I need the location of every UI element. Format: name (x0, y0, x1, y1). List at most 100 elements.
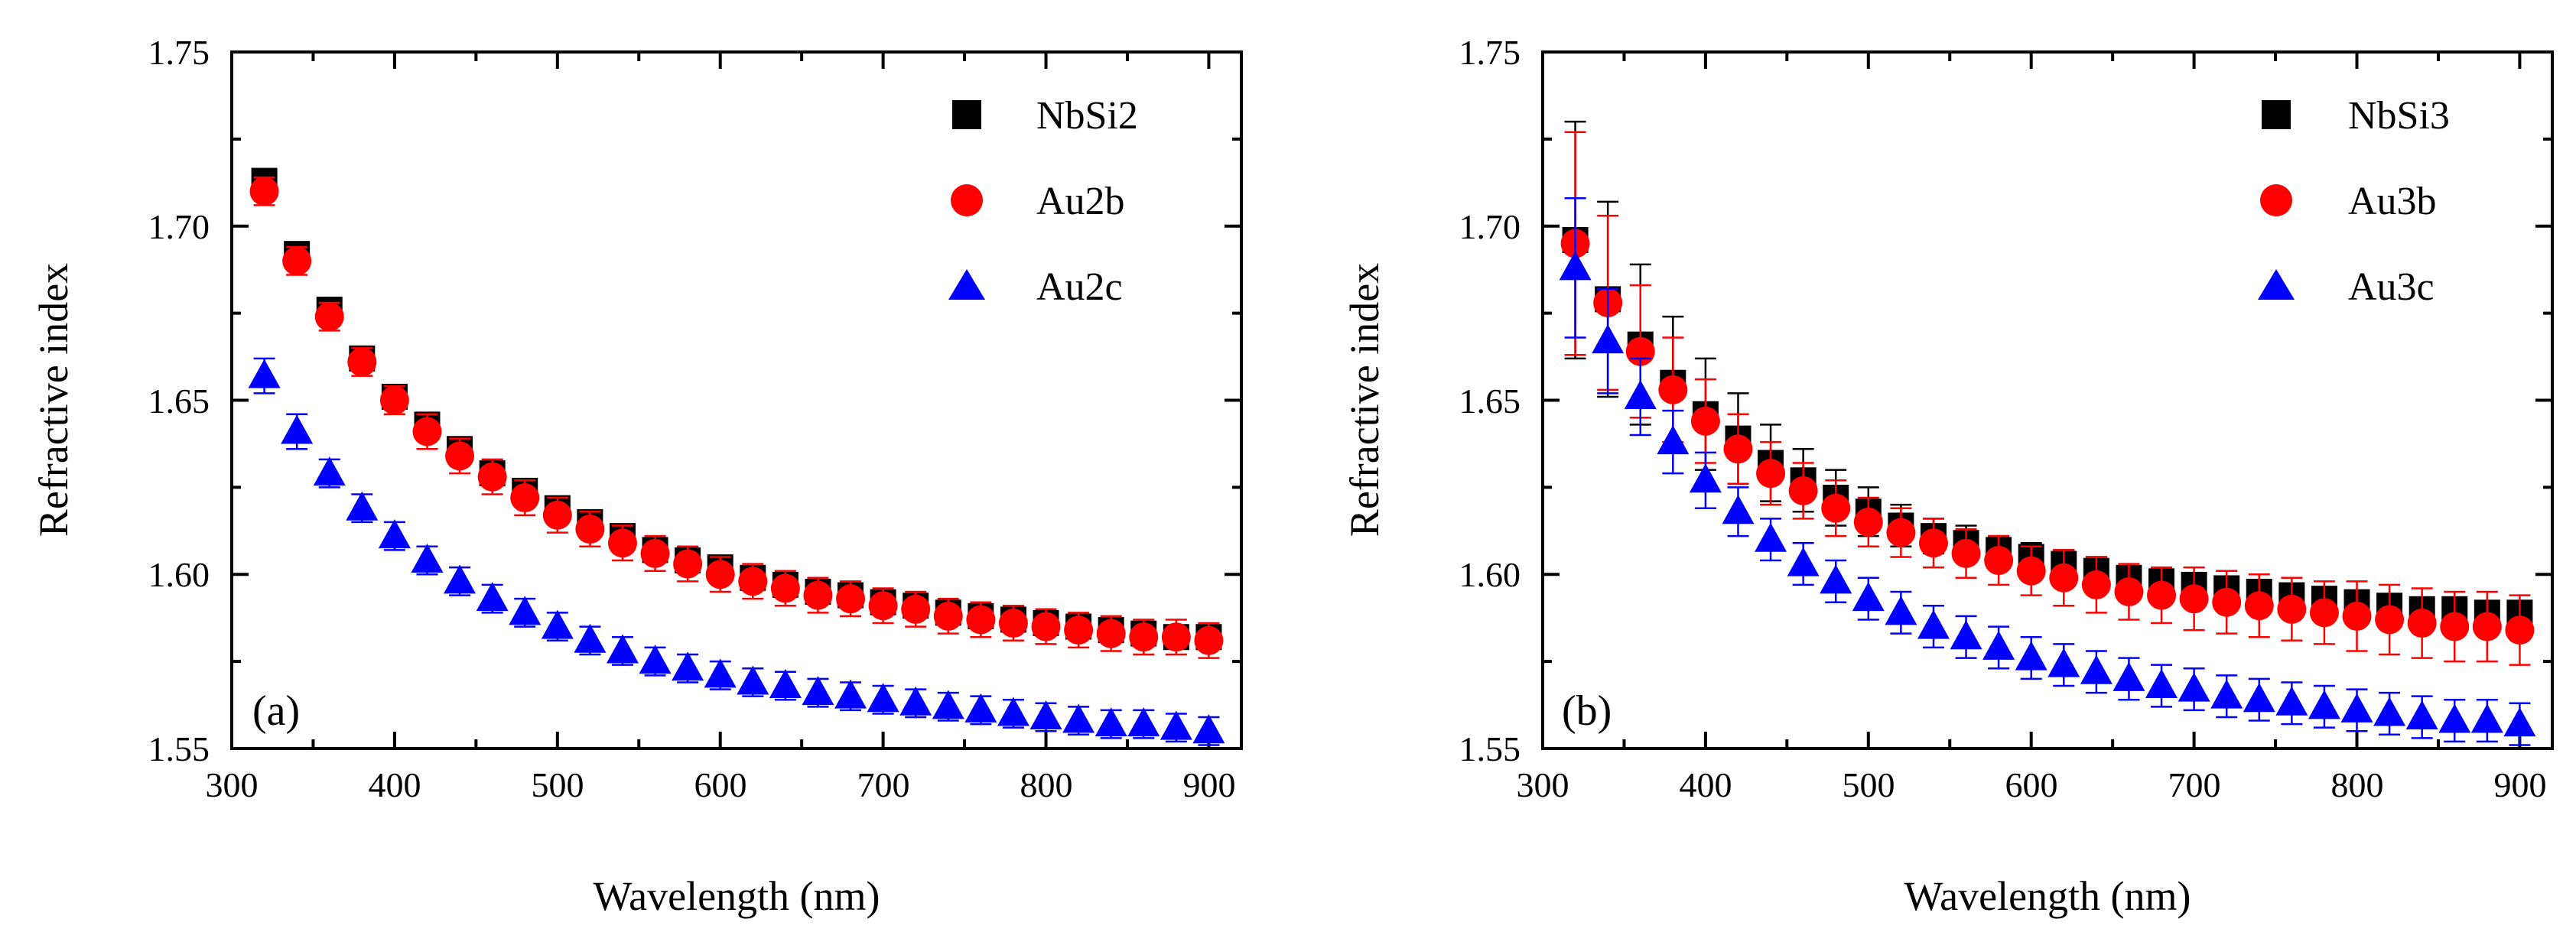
data-point-triangle (411, 544, 444, 573)
x-tick-label: 400 (1680, 765, 1732, 804)
data-point-triangle (378, 519, 411, 549)
data-point-triangle (2275, 686, 2308, 716)
data-point-triangle (281, 414, 314, 444)
data-point-circle (1161, 622, 1191, 652)
data-point-triangle (2308, 690, 2340, 719)
data-point-circle (249, 177, 279, 206)
data-point-circle (1064, 615, 1094, 645)
legend-marker-triangle (2258, 269, 2295, 300)
series-Au3c (1559, 197, 2536, 746)
x-axis-title: Wavelength (nm) (1904, 873, 2191, 919)
data-point-triangle (867, 683, 899, 713)
data-point-circle (770, 573, 800, 603)
y-tick-label: 1.60 (148, 555, 210, 594)
data-point-triangle (476, 582, 509, 612)
data-point-triangle (1657, 425, 1690, 455)
panel-b: 1.55 1.60 1.65 1.70 1.75 300 400 500 600… (1342, 33, 2554, 919)
legend-label: Au3b (2348, 180, 2437, 223)
data-point-circle (803, 580, 833, 610)
y-tick-label: 1.55 (1459, 729, 1521, 768)
data-point-circle (2016, 556, 2046, 586)
data-point-circle (1853, 507, 1883, 537)
data-point-triangle (964, 693, 997, 723)
data-point-triangle (509, 596, 542, 625)
data-point-circle (2407, 609, 2437, 638)
data-point-triangle (737, 665, 769, 695)
panel-label: (b) (1562, 687, 1612, 735)
data-point-circle (2212, 587, 2242, 617)
x-tick-label: 400 (369, 765, 421, 804)
data-point-circle (379, 385, 409, 415)
data-point-triangle (639, 645, 672, 674)
y-tick-label: 1.65 (148, 382, 210, 421)
data-point-circle (542, 500, 572, 530)
x-tick-label: 600 (694, 765, 747, 804)
data-point-circle (1821, 493, 1851, 523)
y-tick-labels: 1.55 1.60 1.65 1.70 1.75 (148, 33, 210, 768)
data-point-triangle (1755, 522, 1787, 552)
data-point-circle (445, 441, 475, 471)
panel-a: 1.55 1.60 1.65 1.70 1.75 300 400 500 600… (31, 33, 1243, 919)
data-point-circle (2081, 570, 2111, 599)
y-tick-label: 1.70 (148, 207, 210, 246)
y-tick-label: 1.70 (1459, 207, 1521, 246)
data-point-circle (673, 549, 703, 579)
data-point-triangle (2080, 654, 2113, 684)
data-point-circle (640, 538, 670, 568)
data-point-circle (2147, 580, 2177, 610)
data-point-triangle (1722, 495, 1755, 524)
axis-ticks (230, 50, 1241, 750)
data-point-triangle (444, 564, 476, 594)
data-point-circle (1886, 518, 1916, 547)
y-tick-label: 1.60 (1459, 555, 1521, 594)
data-point-triangle (541, 609, 574, 639)
data-point-circle (347, 347, 377, 377)
plot-frame (1541, 50, 2554, 750)
data-point-triangle (2340, 693, 2373, 723)
x-tick-labels: 300 400 500 600 700 800 900 (1517, 765, 2547, 804)
data-point-circle (607, 528, 637, 558)
data-point-circle (1788, 476, 1818, 505)
data-point-triangle (2243, 683, 2275, 713)
legend: NbSi3 Au3b Au3c (2258, 94, 2450, 309)
x-tick-label: 600 (2005, 765, 2058, 804)
data-point-circle (2179, 584, 2209, 614)
y-tick-label: 1.75 (148, 33, 210, 72)
data-point-triangle (1127, 707, 1160, 737)
data-point-triangle (1192, 714, 1225, 744)
data-point-circle (2342, 601, 2372, 631)
axis-ticks (1541, 50, 2552, 750)
data-markers (1559, 120, 2536, 746)
legend-marker-triangle (948, 269, 985, 300)
data-point-triangle (2015, 641, 2047, 671)
data-point-circle (282, 246, 312, 276)
data-point-triangle (1624, 379, 1657, 409)
legend-marker-square (952, 100, 981, 129)
y-tick-label: 1.75 (1459, 33, 1521, 72)
data-point-triangle (2113, 661, 2145, 691)
data-point-triangle (2470, 703, 2503, 733)
data-point-circle (1658, 375, 1688, 404)
data-point-circle (314, 302, 344, 332)
data-point-triangle (1689, 463, 1722, 493)
data-point-triangle (672, 651, 704, 681)
x-tick-label: 500 (532, 765, 584, 804)
legend-label: Au3c (2348, 265, 2435, 309)
y-tick-label: 1.65 (1459, 382, 1521, 421)
x-tick-label: 700 (857, 765, 910, 804)
data-point-triangle (1885, 596, 1917, 625)
data-point-triangle (1094, 707, 1127, 737)
data-point-triangle (346, 491, 379, 521)
data-point-circle (2049, 563, 2079, 593)
data-point-circle (412, 417, 442, 447)
data-point-triangle (313, 456, 346, 486)
data-point-circle (836, 584, 866, 614)
data-point-triangle (2503, 707, 2536, 737)
data-point-triangle (2145, 669, 2178, 699)
data-point-circle (738, 567, 768, 596)
data-point-circle (2505, 615, 2535, 645)
legend-marker-square (2262, 100, 2291, 129)
legend-label: NbSi2 (1036, 94, 1138, 138)
data-point-triangle (1950, 620, 1982, 650)
